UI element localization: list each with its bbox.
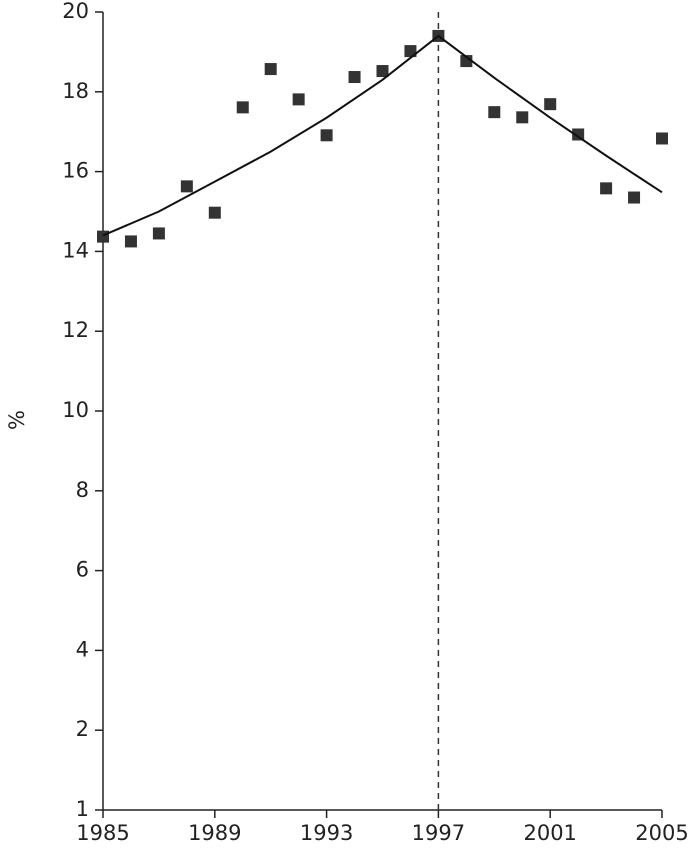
x-tick-label: 1989 — [188, 821, 241, 845]
y-tick-label: 12 — [62, 318, 89, 342]
marker — [348, 71, 361, 84]
marker — [236, 101, 249, 114]
y-tick-label: 2 — [76, 717, 89, 741]
marker — [124, 235, 137, 248]
marker — [488, 106, 501, 119]
marker — [600, 182, 613, 195]
fit-line — [102, 34, 663, 237]
y-tick-label: 10 — [62, 398, 89, 422]
marker — [404, 45, 417, 58]
marker — [180, 180, 193, 193]
marker — [292, 93, 305, 106]
y-tick-label: 14 — [62, 238, 89, 262]
y-tick-label: 1 — [76, 797, 89, 821]
y-tick-label: 4 — [76, 637, 89, 661]
y-tick-label: 18 — [62, 79, 89, 103]
marker — [320, 129, 333, 142]
marker — [152, 227, 165, 240]
x-tick-label: 1993 — [300, 821, 353, 845]
marker — [264, 63, 277, 76]
marker — [572, 128, 585, 141]
x-tick-label: 1985 — [76, 821, 129, 845]
marker — [516, 111, 529, 124]
x-tick-label: 2001 — [523, 821, 576, 845]
marker — [544, 98, 557, 111]
y-tick-label: 16 — [62, 159, 89, 183]
marker — [97, 230, 109, 243]
marker — [208, 206, 221, 219]
x-tick-label: 1997 — [412, 821, 465, 845]
marker — [656, 132, 668, 145]
marker — [460, 55, 473, 68]
y-tick-label: 8 — [76, 478, 89, 502]
marker — [628, 191, 641, 204]
x-tick-label: 2005 — [635, 821, 688, 845]
y-tick-label: 20 — [62, 0, 89, 23]
y-tick-label: 6 — [76, 558, 89, 582]
marker — [376, 65, 389, 78]
y-axis-label: % — [5, 410, 29, 430]
